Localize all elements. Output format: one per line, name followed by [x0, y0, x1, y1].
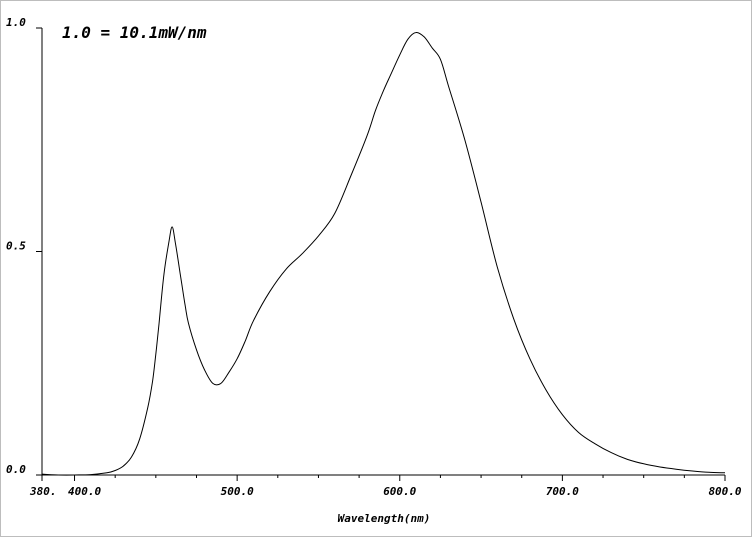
x-axis-label: Wavelength(nm) — [338, 512, 431, 525]
x-tick-label: 700.0 — [546, 485, 579, 498]
tick-labels: 380. 400.0 500.0 600.0 700.0 800.0 0.0 0.5 1.0 — [6, 16, 742, 498]
spectrum-line — [41, 31, 726, 476]
y-tick-label: 0.0 — [6, 463, 26, 476]
x-tick-label: 800.0 — [708, 485, 741, 498]
x-tick-label: 500.0 — [221, 485, 254, 498]
y-tick-label: 0.5 — [6, 240, 26, 253]
x-tick-label: 400.0 — [68, 485, 101, 498]
y-tick-label: 1.0 — [6, 16, 26, 29]
x-tick-label: 600.0 — [383, 485, 416, 498]
tick-marks — [36, 27, 726, 481]
scale-annotation: 1.0 = 10.1mW/nm — [62, 23, 207, 42]
axes — [41, 28, 725, 476]
x-tick-label: 380. — [29, 485, 57, 498]
